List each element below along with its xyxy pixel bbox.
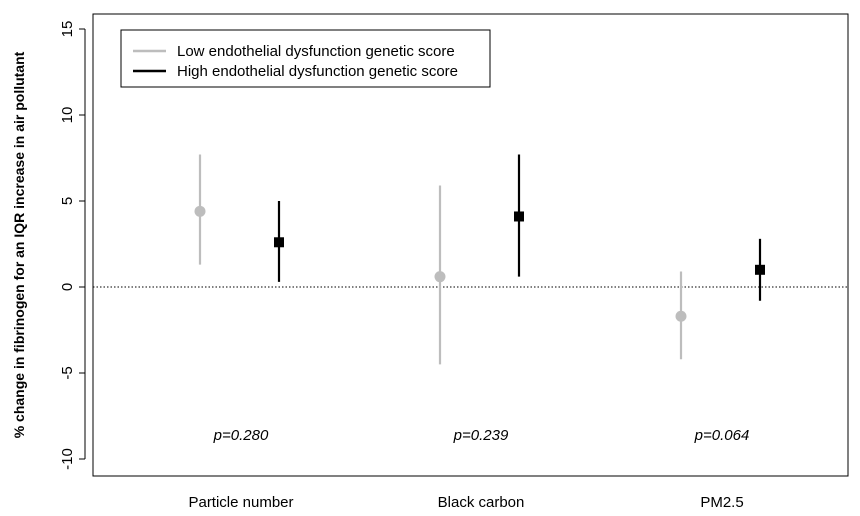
point-low [675,310,687,322]
p-value-label: p=0.280 [213,427,269,444]
p-value-label: p=0.064 [694,427,750,444]
point-high [274,237,284,248]
y-tick-label: 5 [59,197,76,205]
point-high [514,211,524,222]
y-axis-label: % change in fibrinogen for an IQR increa… [11,51,27,438]
legend-box [120,29,491,88]
plot-marks [194,154,765,365]
p-value-label: p=0.239 [453,427,509,444]
y-tick-label: 10 [59,107,76,124]
y-tick-label: 15 [59,21,76,38]
y-tick-label: -5 [59,366,76,379]
y-axis: -10 -5 0 5 10 15 [59,21,86,470]
x-category-label: PM2.5 [700,494,743,511]
point-low [434,271,446,283]
plot-frame [92,13,849,477]
legend-label-low: Low endothelial dysfunction genetic scor… [177,43,455,60]
x-axis: Particle number Black carbon PM2.5 [188,494,743,511]
legend: Low endothelial dysfunction genetic scor… [120,29,491,88]
x-category-label: Particle number [188,494,293,511]
point-low [194,205,206,217]
legend-label-high: High endothelial dysfunction genetic sco… [177,63,458,80]
point-high [755,264,765,275]
x-category-label: Black carbon [438,494,525,511]
y-tick-label: 0 [59,283,76,291]
y-tick-label: -10 [59,448,76,470]
p-value-labels: p=0.280 p=0.239 p=0.064 [213,427,750,444]
